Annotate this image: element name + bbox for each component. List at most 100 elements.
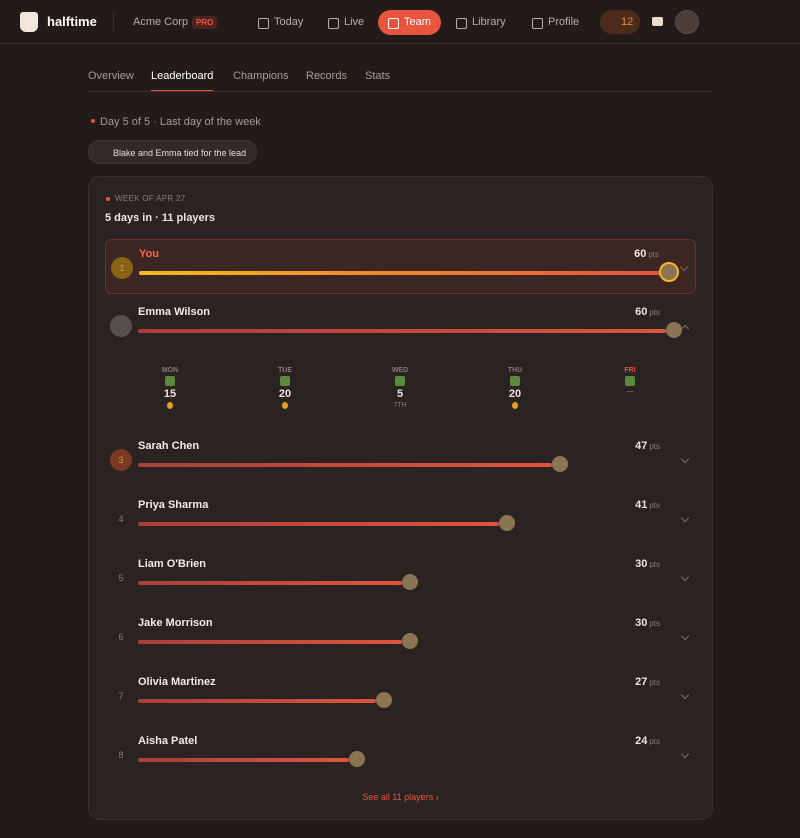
nav-item[interactable]: Today <box>248 10 313 35</box>
player-avatar <box>375 692 392 708</box>
expand-chevron[interactable] <box>680 572 690 582</box>
points-unit: pts <box>649 308 660 317</box>
player-name: You <box>139 248 159 260</box>
bar-track <box>138 456 666 472</box>
tab[interactable]: Leaderboard <box>151 70 214 92</box>
day-icon <box>625 376 635 386</box>
medal-icon <box>167 402 173 409</box>
day-name: THU <box>507 367 523 374</box>
see-all-link[interactable]: See all 11 players › <box>362 792 439 802</box>
day-name: WED <box>391 367 409 374</box>
lead-pill: Blake and Emma tied for the lead <box>88 140 258 164</box>
rank: 3 <box>110 449 132 471</box>
player-avatar <box>666 322 682 338</box>
medal-icon <box>282 402 288 409</box>
day-column: FRI — <box>600 367 660 395</box>
day-points: 20 <box>508 388 522 400</box>
rank: 8 <box>118 750 124 760</box>
day-column: THU 20 <box>485 367 545 411</box>
score-bar <box>138 463 552 467</box>
rank <box>110 315 132 337</box>
tab[interactable]: Stats <box>365 70 391 82</box>
avatar[interactable] <box>675 10 699 34</box>
bar-track <box>138 751 666 767</box>
summary: 5 days in · 11 players <box>105 212 216 224</box>
expand-chevron[interactable] <box>680 690 690 700</box>
points: 41 pts <box>635 499 660 511</box>
points: 24 pts <box>635 735 660 747</box>
lead-text: Blake and Emma tied for the lead <box>113 148 247 158</box>
tab[interactable]: Records <box>306 70 347 82</box>
day-points: 15 <box>163 388 177 400</box>
points: 47 pts <box>635 440 660 452</box>
expand-chevron[interactable] <box>680 631 690 641</box>
player-row[interactable]: 1 You 60 pts <box>105 239 696 294</box>
player-name: Jake Morrison <box>138 617 213 629</box>
points-unit: pts <box>648 250 659 259</box>
bar-track <box>138 692 666 708</box>
rank: 4 <box>118 514 124 524</box>
bar-track <box>138 322 682 338</box>
player-row[interactable]: 7 Olivia Martinez 27 pts <box>105 668 696 723</box>
status-dot <box>91 119 95 123</box>
nav-item[interactable]: Team <box>378 10 441 35</box>
day-name: MON <box>161 367 179 374</box>
expand-chevron[interactable] <box>680 324 690 334</box>
player-row[interactable]: 3 Sarah Chen 47 pts <box>105 432 696 487</box>
player-name: Priya Sharma <box>138 499 209 511</box>
points-unit: pts <box>649 678 660 687</box>
player-name: Sarah Chen <box>138 440 200 452</box>
player-row[interactable]: 8 Aisha Patel 24 pts <box>105 727 696 782</box>
score-bar <box>138 522 499 526</box>
player-row[interactable]: Emma Wilson 60 pts <box>105 298 696 353</box>
day-column: WED 5 7TH <box>370 367 430 409</box>
cup-icon[interactable] <box>652 17 663 26</box>
points-value: 41 <box>635 499 648 511</box>
player-row[interactable]: 6 Jake Morrison 30 pts <box>105 609 696 664</box>
points: 27 pts <box>635 676 660 688</box>
expand-chevron[interactable] <box>680 454 690 464</box>
day-column: MON 15 <box>140 367 200 411</box>
expand-chevron[interactable] <box>680 513 690 523</box>
tab[interactable]: Overview <box>88 70 134 82</box>
points-unit: pts <box>649 501 660 510</box>
player-avatar <box>402 633 418 649</box>
org-name[interactable]: Acme Corp <box>133 16 189 28</box>
points-value: 24 <box>635 735 648 747</box>
bar-track <box>139 262 679 282</box>
day-place: — <box>626 388 634 395</box>
leaderboard-card: WEEK OF APR 27 5 days in · 11 players Se… <box>88 176 713 820</box>
day-icon <box>165 376 175 386</box>
nav-item[interactable]: Profile <box>522 10 589 35</box>
points-value: 30 <box>635 617 648 629</box>
score-bar <box>139 271 667 275</box>
points-unit: pts <box>649 442 660 451</box>
day-icon <box>510 376 520 386</box>
bar-track <box>138 574 666 590</box>
player-name: Emma Wilson <box>138 306 211 318</box>
expand-chevron[interactable] <box>679 262 689 272</box>
player-row[interactable]: 5 Liam O'Brien 30 pts <box>105 550 696 605</box>
rank: 1 <box>111 257 133 279</box>
medal-icon <box>512 402 518 409</box>
day-icon <box>280 376 290 386</box>
nav-item[interactable]: Live <box>318 10 374 35</box>
player-avatar <box>551 456 568 472</box>
streak[interactable]: 12 <box>600 10 640 34</box>
brand[interactable]: halftime <box>47 14 97 29</box>
points-unit: pts <box>649 619 660 628</box>
score-bar <box>138 699 376 703</box>
nav-item[interactable]: Library <box>446 10 516 35</box>
player-avatar <box>402 574 418 590</box>
player-row[interactable]: 4 Priya Sharma 41 pts <box>105 491 696 546</box>
see-all-text[interactable]: See all 11 players <box>362 792 434 802</box>
expand-chevron[interactable] <box>680 749 690 759</box>
eyebrow: WEEK OF APR 27 <box>115 194 186 203</box>
day-name: FRI <box>624 367 636 374</box>
tab[interactable]: Champions <box>233 70 289 82</box>
day-points: 20 <box>278 388 292 400</box>
player-avatar <box>349 751 366 767</box>
divider <box>113 13 114 31</box>
top-nav: halftime Acme Corp PRO Today Live Team Libr… <box>0 0 800 44</box>
